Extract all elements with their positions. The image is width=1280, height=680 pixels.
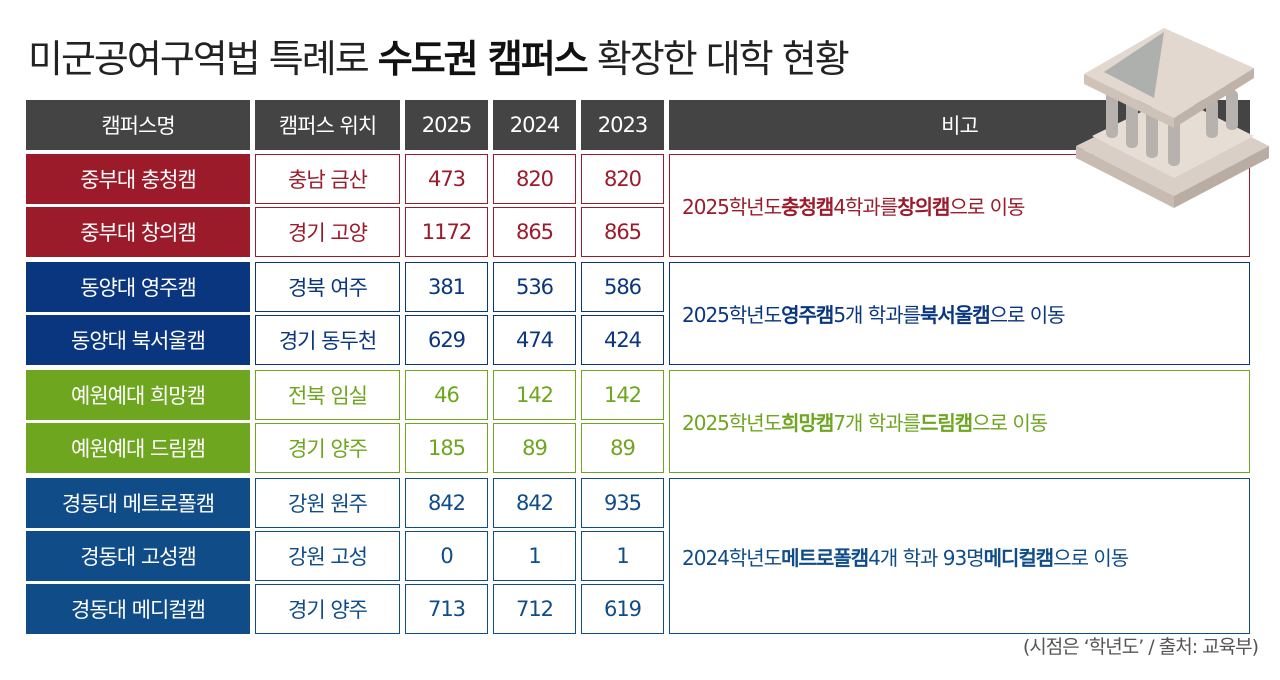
campus-location-cell: 경기 고양 [255,207,400,257]
remark-highlight: 메디컬캠 [983,545,1055,570]
remark-highlight: 창의캠 [897,195,950,219]
remark-cell: 2025학년도 희망캠 7개 학과를 드림캠 으로 이동 [669,370,1250,473]
enrollment-2025-cell: 1172 [405,207,488,257]
remark-highlight: 충청캠 [781,195,834,219]
enrollment-2024-cell: 142 [493,370,576,420]
campus-location-cell: 전북 임실 [255,370,400,420]
campus-name-cell: 경동대 메트로폴캠 [26,478,250,528]
campus-name-cell: 예원예대 드림캠 [26,423,250,473]
campus-location-cell: 강원 원주 [255,478,400,528]
campus-location-cell: 경기 동두천 [255,315,400,365]
enrollment-2023-cell: 935 [581,478,664,528]
enrollment-2024-cell: 712 [493,584,576,634]
university-building-icon [1076,28,1269,208]
campus-name-cell: 예원예대 희망캠 [26,370,250,420]
remark-text: 으로 이동 [989,303,1066,327]
remark-text: 4학과를 [833,195,898,219]
campus-location-cell: 경기 양주 [255,584,400,634]
enrollment-2025-cell: 381 [405,262,488,312]
header-2024: 2024 [493,100,576,150]
campus-location-cell: 강원 고성 [255,531,400,581]
campus-location-cell: 경북 여주 [255,262,400,312]
remark-text: 으로 이동 [972,411,1048,435]
remark-text: 5개 학과를 [833,303,921,327]
enrollment-2023-cell: 865 [581,207,664,257]
enrollment-2023-cell: 89 [581,423,664,473]
remark-text: 2025학년도 [682,411,782,435]
enrollment-2025-cell: 473 [405,154,488,204]
enrollment-2025-cell: 842 [405,478,488,528]
remark-text: 으로 이동 [1053,545,1129,570]
remark-highlight: 영주캠 [781,303,834,327]
page-title: 미군공여구역법 특례로 수도권 캠퍼스 확장한 대학 현황 [28,37,850,81]
header-2025: 2025 [405,100,488,150]
remark-highlight: 메트로폴캠 [781,545,869,570]
campus-location-cell: 충남 금산 [255,154,400,204]
enrollment-2023-cell: 142 [581,370,664,420]
remark-cell: 2025학년도 영주캠 5개 학과를 북서울캠 으로 이동 [669,262,1250,365]
remark-text: 2025학년도 [682,303,782,327]
enrollment-2025-cell: 185 [405,423,488,473]
remark-text: 2024학년도 [682,545,782,570]
campus-name-cell: 경동대 고성캠 [26,531,250,581]
enrollment-2025-cell: 713 [405,584,488,634]
enrollment-2024-cell: 89 [493,423,576,473]
remark-highlight: 북서울캠 [920,303,991,327]
enrollment-2025-cell: 46 [405,370,488,420]
remark-text: 2025학년도 [682,195,782,219]
remark-text: 7개 학과를 [833,411,921,435]
enrollment-2023-cell: 424 [581,315,664,365]
header-campus-name: 캠퍼스명 [26,100,250,150]
source-note: (시점은 ‘학년도’ / 출처: 교육부) [1022,636,1259,658]
remark-highlight: 드림캠 [920,411,973,435]
enrollment-2024-cell: 1 [493,531,576,581]
enrollment-2024-cell: 820 [493,154,576,204]
enrollment-2025-cell: 629 [405,315,488,365]
header-campus-location: 캠퍼스 위치 [255,100,400,150]
enrollment-2024-cell: 536 [493,262,576,312]
enrollment-2024-cell: 842 [493,478,576,528]
campus-name-cell: 중부대 창의캠 [26,207,250,257]
enrollment-2023-cell: 1 [581,531,664,581]
enrollment-2023-cell: 820 [581,154,664,204]
campus-name-cell: 동양대 북서울캠 [26,315,250,365]
campus-name-cell: 중부대 충청캠 [26,154,250,204]
remark-cell: 2024학년도 메트로폴캠 4개 학과 93명 메디컬캠 으로 이동 [669,478,1250,634]
header-2023: 2023 [581,100,664,150]
enrollment-2024-cell: 865 [493,207,576,257]
enrollment-2023-cell: 586 [581,262,664,312]
enrollment-2023-cell: 619 [581,584,664,634]
enrollment-2024-cell: 474 [493,315,576,365]
remark-text: 으로 이동 [949,195,1025,219]
remark-text: 4개 학과 93명 [868,545,984,570]
enrollment-2025-cell: 0 [405,531,488,581]
campus-name-cell: 동양대 영주캠 [26,262,250,312]
campus-location-cell: 경기 양주 [255,423,400,473]
remark-highlight: 희망캠 [781,411,834,435]
campus-name-cell: 경동대 메디컬캠 [26,584,250,634]
